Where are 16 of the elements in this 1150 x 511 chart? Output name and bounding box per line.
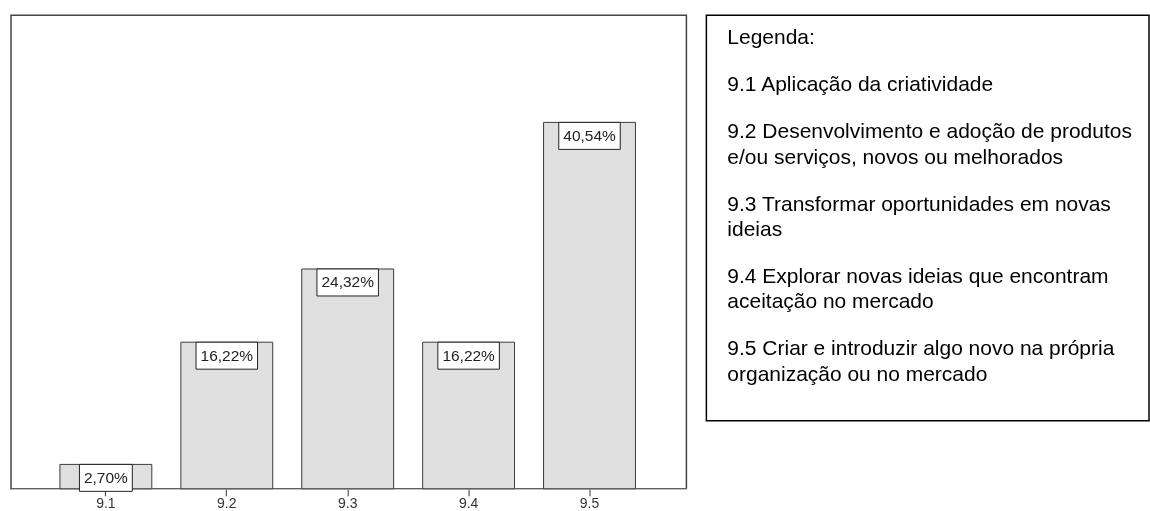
text: 9.4 Explorar novas ideias que encontram aceitação no mercado	[727, 263, 1109, 313]
x-tick-label: 9.4	[458, 495, 479, 511]
text: Legenda:	[727, 25, 815, 49]
x-tick-label: 9.5	[579, 495, 600, 511]
data-label: 16,22%	[442, 346, 496, 364]
text: 9.5 Criar e introduzir algo novo na própria organização ou no mercado	[727, 336, 1115, 385]
x-tick-label: 9.1	[96, 495, 116, 511]
data-label: 40,54%	[563, 126, 616, 144]
x-tick-label: 9.2	[217, 495, 237, 511]
text: 9.2 Desenvolvimento e adoção de produtos e/ou serviços, novos ou melhorados	[727, 119, 1132, 168]
data-label: 16,22%	[200, 346, 254, 364]
x-tick-label: 9.3	[337, 495, 358, 511]
text: 9.3 Transformar oportunidades em novas ideias	[727, 191, 1111, 241]
text: 9.1 Aplicação da criatividade	[727, 72, 994, 96]
data-label: 2,70%	[83, 468, 129, 486]
data-label: 24,32%	[321, 273, 375, 291]
